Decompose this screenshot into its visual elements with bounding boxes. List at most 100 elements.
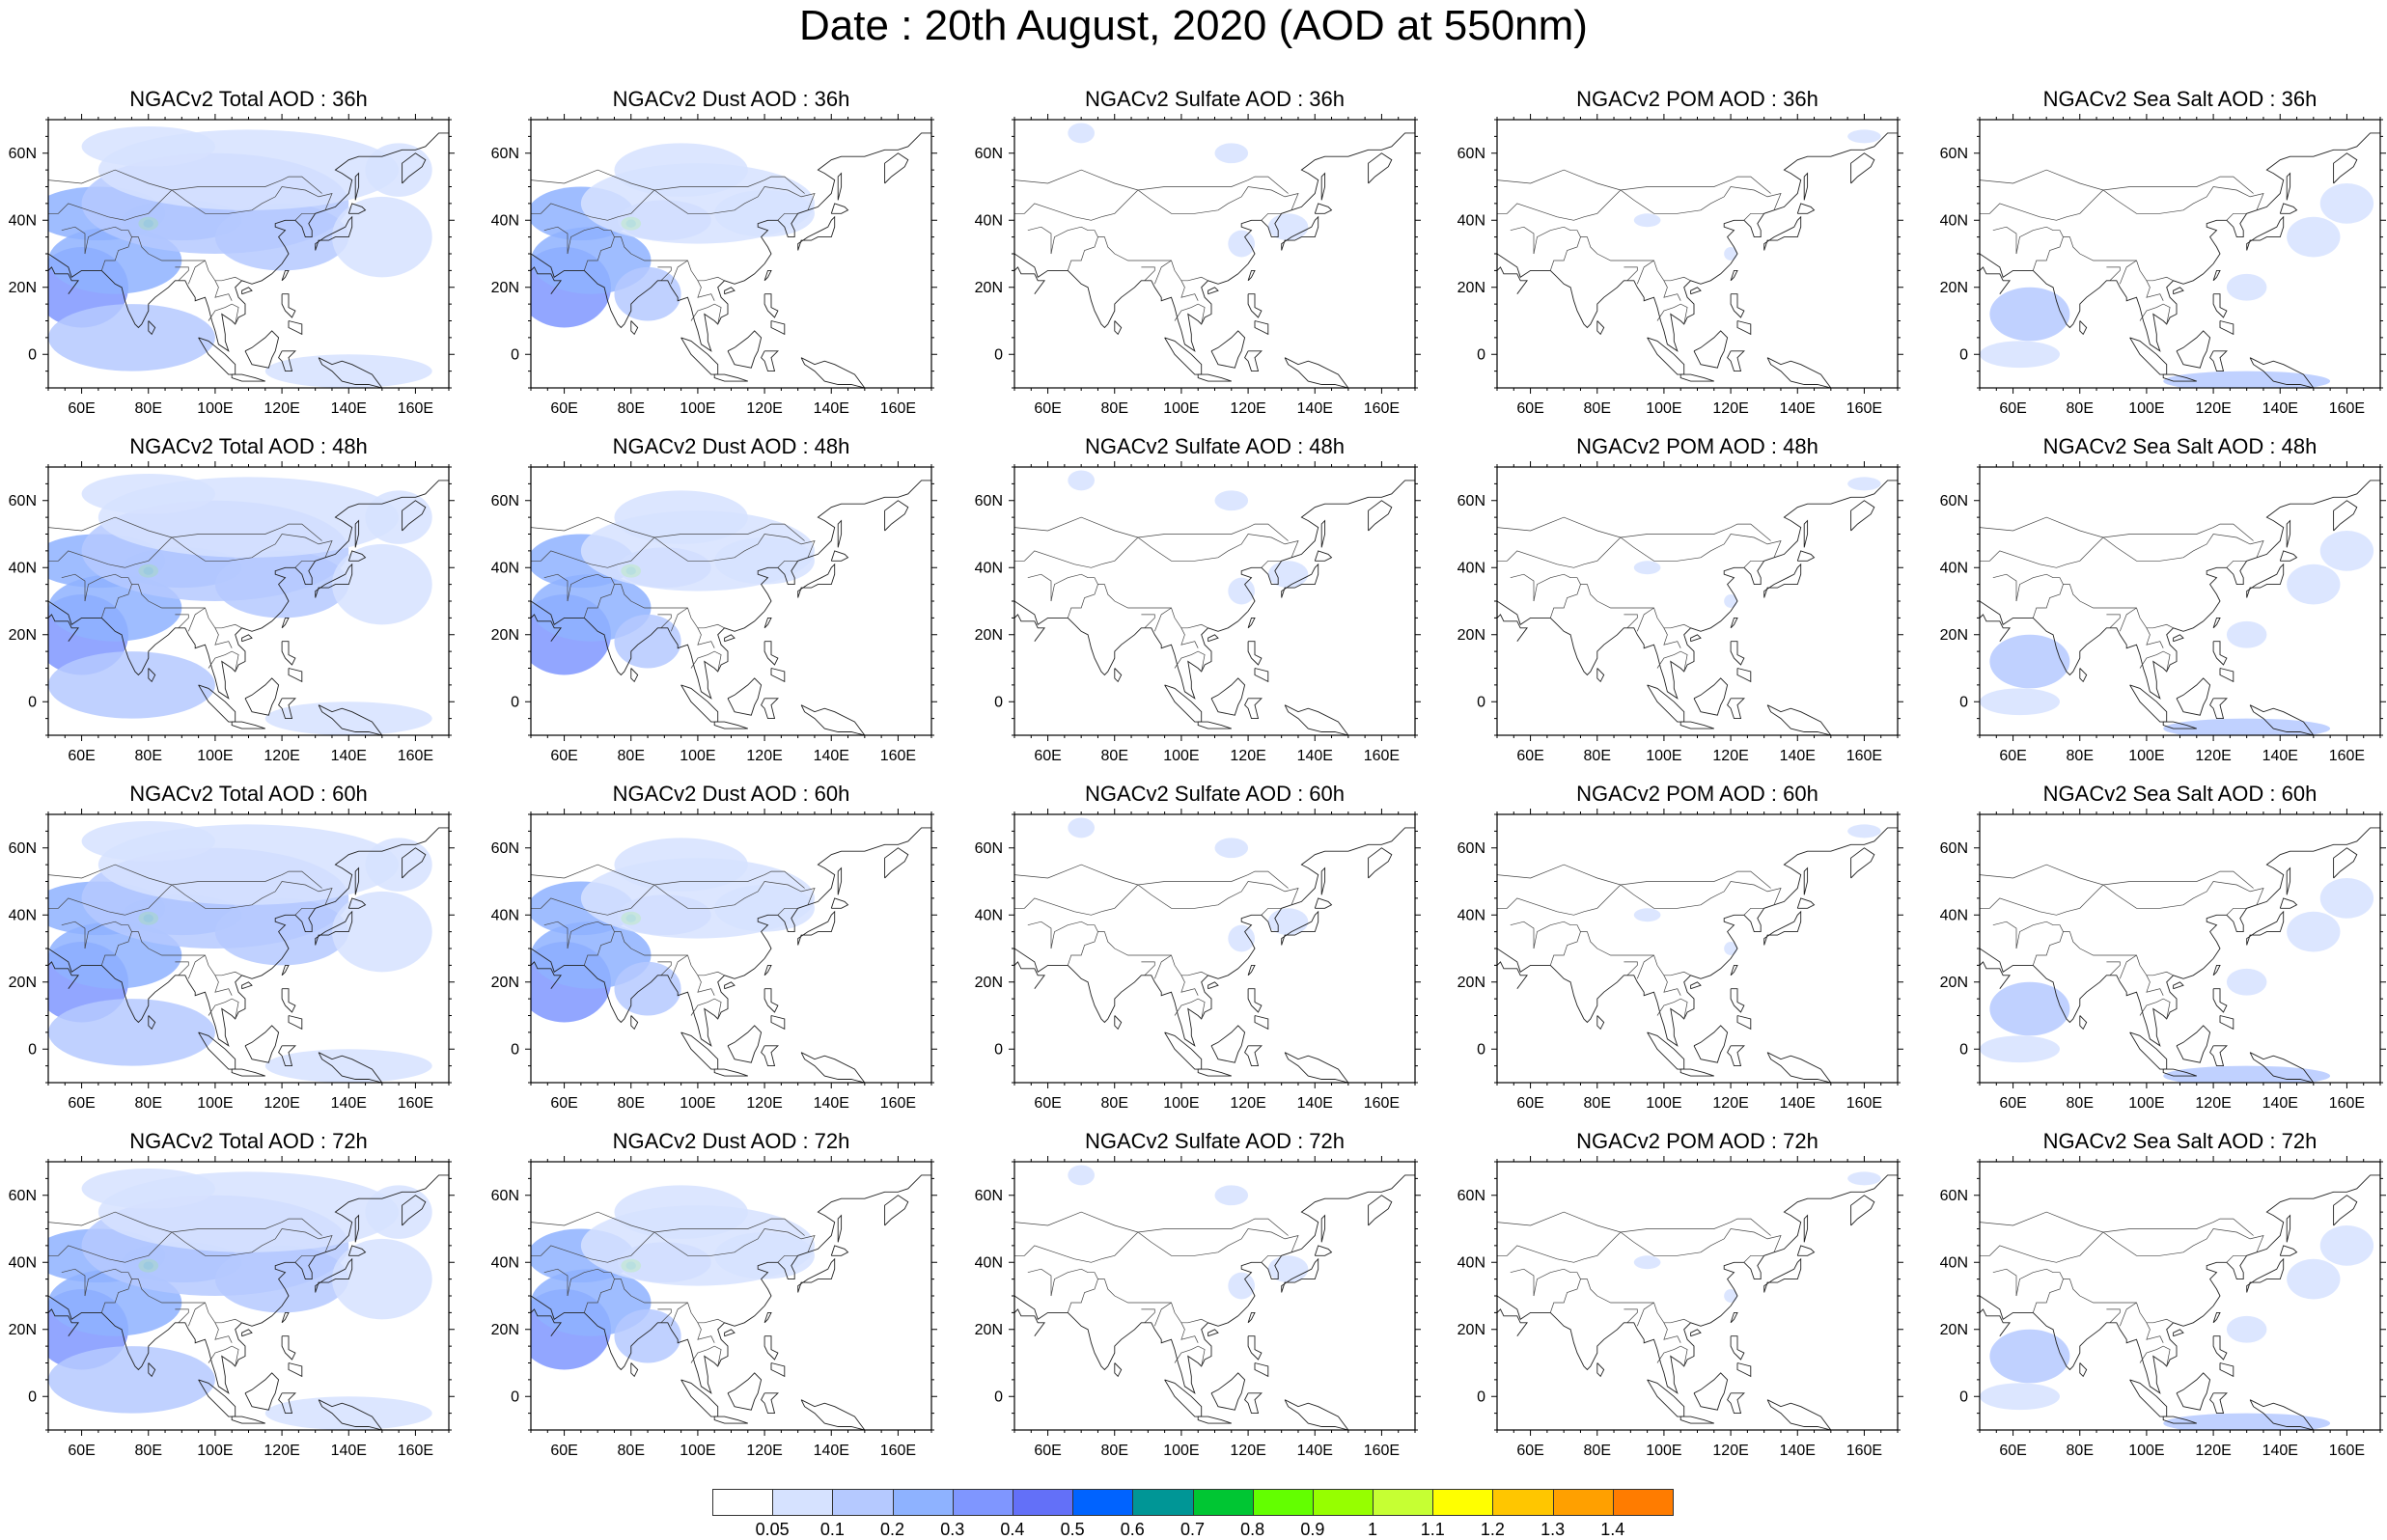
- aod-region: [214, 897, 349, 966]
- map-panel-pom-72h: NGACv2 POM AOD : 72h 60N 40N 20N 0 60E 80E 100E…: [1457, 1129, 1980, 1467]
- lat-tick-label: 20N: [1940, 627, 1968, 644]
- lat-tick-label: 20N: [1457, 1322, 1485, 1338]
- aod-region: [81, 125, 215, 167]
- lon-tick-label: 60E: [550, 400, 577, 417]
- coastlines: [1980, 827, 2380, 1083]
- lon-tick-label: 80E: [1584, 400, 1611, 417]
- map-panel-seasalt-48h: NGACv2 Sea Salt AOD : 48h 60N 40N 20N 0 60E 80…: [1940, 434, 2387, 772]
- country-borders: [48, 169, 333, 325]
- lon-tick-label: 120E: [746, 748, 782, 764]
- lon-tick-label: 160E: [1364, 1095, 1400, 1112]
- map-frame: [1496, 1161, 1899, 1431]
- lon-tick-label: 80E: [1101, 748, 1128, 764]
- lon-tick-label: 80E: [135, 1095, 162, 1112]
- coastlines: [1497, 480, 1898, 735]
- map-plot: 60N 40N 20N 0 60E 80E 100E 120E 140E 160E: [1457, 114, 1903, 417]
- panel-title: NGACv2 Dust AOD : 36h: [612, 87, 850, 111]
- lat-tick-label: 0: [511, 694, 519, 710]
- aod-region: [1980, 688, 2060, 716]
- lat-tick-label: 0: [1477, 346, 1485, 363]
- aod-region: [1214, 838, 1249, 859]
- lon-tick-label: 160E: [398, 1095, 433, 1112]
- lon-tick-label: 80E: [618, 400, 645, 417]
- colorbar-label: 0.2: [880, 1520, 905, 1539]
- lon-tick-label: 100E: [1646, 400, 1681, 417]
- lon-tick-label: 120E: [2195, 1095, 2231, 1112]
- lon-tick-label: 80E: [2067, 748, 2094, 764]
- aod-region: [48, 304, 215, 371]
- aod-region: [81, 1168, 215, 1209]
- lon-tick-label: 140E: [814, 1095, 849, 1112]
- aod-shading: [48, 1168, 432, 1430]
- aod-region: [1633, 908, 1661, 922]
- lat-tick-label: 40N: [491, 907, 519, 923]
- lon-tick-label: 160E: [880, 1095, 916, 1112]
- lat-tick-label: 20N: [1940, 975, 1968, 991]
- colorbar-swatch: [1492, 1489, 1554, 1516]
- lon-tick-label: 160E: [1846, 400, 1882, 417]
- lat-tick-label: 0: [994, 1041, 1003, 1058]
- aod-region: [2287, 1258, 2341, 1300]
- aod-region: [1989, 981, 2070, 1036]
- aod-region: [1724, 1289, 1737, 1303]
- aod-region: [2319, 531, 2374, 571]
- lon-tick-label: 60E: [1999, 1095, 2026, 1112]
- country-borders: [48, 516, 333, 673]
- lat-tick-label: 40N: [975, 1254, 1003, 1271]
- lat-tick-label: 60N: [9, 146, 37, 162]
- country-borders: [1014, 864, 1299, 1020]
- map-plot: 60N 40N 20N 0 60E 80E 100E 120E 140E 160E: [1457, 809, 1903, 1112]
- aod-region: [1068, 1165, 1095, 1186]
- map-plot: 60N 40N 20N 0 60E 80E 100E 120E 140E 160E: [491, 461, 937, 764]
- map-plot: 60N 40N 20N 0 60E 80E 100E 120E 140E 160E: [1457, 461, 1903, 764]
- lon-tick-label: 80E: [2067, 400, 2094, 417]
- lon-tick-label: 160E: [880, 400, 916, 417]
- lat-tick-label: 40N: [975, 560, 1003, 576]
- lon-tick-label: 120E: [746, 1443, 782, 1459]
- map-frame: [1013, 1161, 1416, 1431]
- map-panel-seasalt-60h: NGACv2 Sea Salt AOD : 60h 60N 40N 20N 0 60E 80…: [1940, 782, 2387, 1119]
- colorbar-label: 0.9: [1300, 1520, 1325, 1539]
- aod-shading: [48, 473, 432, 735]
- lon-tick-label: 80E: [1101, 1443, 1128, 1459]
- lon-tick-label: 120E: [2195, 748, 2231, 764]
- lat-tick-label: 0: [1477, 694, 1485, 710]
- lon-tick-label: 120E: [1230, 1443, 1265, 1459]
- lat-tick-label: 60N: [491, 146, 519, 162]
- aod-region: [48, 999, 215, 1066]
- lon-tick-label: 100E: [2128, 400, 2164, 417]
- map-panel-pom-48h: NGACv2 POM AOD : 48h 60N 40N 20N 0 60E 80E 100E…: [1457, 434, 1980, 772]
- map-panel-pom-36h: NGACv2 POM AOD : 36h 60N 40N 20N 0 60E 80E 100E…: [1457, 87, 1980, 425]
- aod-region: [214, 550, 349, 619]
- map-panel-pom-60h: NGACv2 POM AOD : 60h 60N 40N 20N 0 60E 80E 100E…: [1457, 782, 1980, 1119]
- aod-region: [264, 1049, 432, 1083]
- aod-shading: [1633, 824, 1881, 955]
- aod-region: [614, 143, 748, 197]
- lat-tick-label: 40N: [491, 1254, 519, 1271]
- lon-tick-label: 160E: [2329, 400, 2365, 417]
- lat-tick-label: 40N: [491, 560, 519, 576]
- lat-tick-label: 20N: [491, 975, 519, 991]
- aod-region: [1214, 1185, 1249, 1206]
- lon-tick-label: 60E: [550, 748, 577, 764]
- colorbar-label: 0.7: [1180, 1520, 1206, 1539]
- aod-region: [2319, 878, 2374, 919]
- lat-tick-label: 20N: [1940, 1322, 1968, 1338]
- map-frame: [1013, 813, 1416, 1084]
- aod-region: [1847, 129, 1881, 144]
- panel-title: NGACv2 Dust AOD : 60h: [612, 782, 850, 806]
- aod-region: [331, 196, 432, 278]
- country-borders: [1980, 516, 2264, 673]
- lon-tick-label: 80E: [618, 1443, 645, 1459]
- lon-tick-label: 140E: [1780, 1443, 1816, 1459]
- lat-tick-label: 60N: [1457, 493, 1485, 509]
- aod-region: [2287, 564, 2341, 605]
- aod-region: [1228, 1272, 1255, 1300]
- colorbar-label: 0.05: [755, 1520, 790, 1539]
- lon-tick-label: 140E: [1297, 1095, 1333, 1112]
- map-plot: 60N 40N 20N 0 60E 80E 100E 120E 140E 160E: [491, 114, 937, 417]
- aod-region: [1633, 1255, 1661, 1270]
- lat-tick-label: 40N: [9, 1254, 37, 1271]
- colorbar-swatch: [832, 1489, 894, 1516]
- aod-region: [1847, 477, 1881, 491]
